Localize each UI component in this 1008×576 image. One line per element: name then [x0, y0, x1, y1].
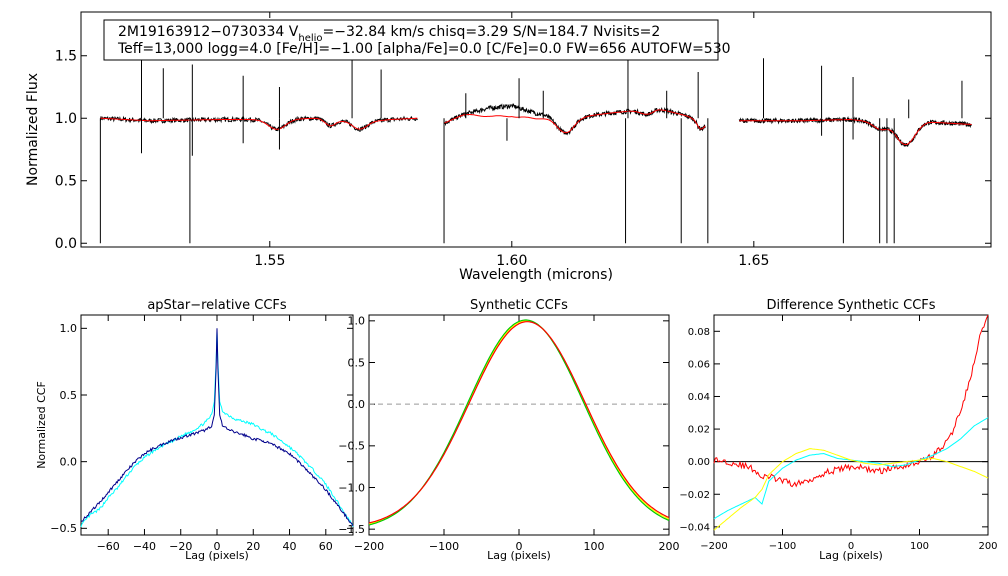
plot-frame	[80, 11, 992, 248]
y-tick-label: −0.02	[679, 490, 710, 501]
x-axis-label: Wavelength (microns)	[459, 267, 613, 283]
y-tick-label: 1.5	[55, 49, 77, 65]
spectrum-plot-area	[99, 45, 973, 244]
y-axis-label: Normalized Flux	[25, 73, 41, 186]
observed-spectrum-segment	[443, 103, 706, 136]
y-tick-label: −1.0	[338, 481, 365, 494]
x-tick-label: 200	[978, 541, 997, 552]
difference-ccf-red	[713, 314, 989, 488]
x-tick-label: 100	[584, 540, 605, 553]
panel-synthetic_ccf: −200 −100 0 100 200 −1.5 −1.0 −0.5 0.0 0.5 1.0 Lag …	[338, 298, 679, 562]
x-tick-label: −200	[700, 541, 727, 552]
chart-title: apStar−relative CCFs	[147, 298, 287, 313]
model-spectrum-segment	[739, 119, 972, 146]
y-tick-label: 0.0	[348, 398, 366, 411]
vhelio-subscript: helio	[298, 33, 322, 44]
x-axis-label: Lag (pixels)	[819, 549, 883, 562]
chart-title: Synthetic CCFs	[470, 298, 568, 313]
observed-spectrum-segment	[99, 115, 418, 132]
y-tick-label: −1.5	[338, 523, 365, 536]
y-tick-label: −0.04	[679, 522, 710, 533]
x-tick-label: −100	[429, 540, 459, 553]
x-tick-label: −200	[354, 540, 384, 553]
ccf-series-visit	[80, 330, 354, 528]
header-line1: 2M19163912−0730334 Vhelio=−32.84 km/s ch…	[118, 24, 660, 44]
x-axis-label: Lag (pixels)	[487, 549, 551, 562]
difference-ccf-cyan	[713, 417, 989, 520]
x-tick-label: −100	[769, 541, 796, 552]
model-spectrum-segment	[100, 117, 418, 130]
x-tick-label: 0	[848, 541, 854, 552]
panels: 1.55 1.60 1.65 0.0 0.5 1.0 1.5 Wavelength (micr…	[25, 11, 998, 562]
x-axis-label: Lag (pixels)	[185, 549, 249, 562]
model-spectrum-segment	[443, 109, 706, 134]
synthetic-ccf-visit3	[368, 321, 670, 524]
panel-apstar_ccf: −60 −40 −20 0 20 40 60 −0.5 0.0 0.5 1.0 Lag (pixels…	[35, 298, 354, 562]
y-axis-label: Normalized CCF	[35, 381, 48, 469]
difference-ccf-yellow	[713, 448, 989, 531]
x-tick-label: 200	[659, 540, 680, 553]
x-tick-label: −20	[169, 540, 192, 553]
y-tick-label: −0.5	[50, 522, 77, 535]
y-tick-label: 0.04	[688, 392, 710, 403]
x-tick-label: 40	[283, 540, 297, 553]
x-tick-label: 0	[516, 540, 523, 553]
header-line2: Teff=13,000 logg=4.0 [Fe/H]=−1.00 [alpha…	[117, 41, 731, 57]
synthetic-ccf-visit1	[368, 320, 670, 525]
y-tick-label: 0.5	[60, 389, 78, 402]
y-tick-label: 0.00	[688, 457, 710, 468]
panel-difference_ccf: −200 −100 0 100 200 −0.04 −0.02 0.00 0.02 0.04 0.0…	[679, 298, 997, 562]
observed-spectrum-segment	[738, 115, 973, 147]
panel-spectrum: 1.55 1.60 1.65 0.0 0.5 1.0 1.5 Wavelength (micr…	[25, 11, 992, 283]
synthetic-ccf-visit2	[368, 319, 670, 526]
x-tick-label: 1.60	[496, 253, 527, 269]
y-tick-label: 0.06	[688, 359, 710, 370]
y-tick-label: 0.0	[60, 456, 78, 469]
y-tick-label: 1.0	[55, 111, 77, 127]
x-tick-label: 1.65	[738, 253, 769, 269]
y-tick-label: −0.5	[338, 440, 365, 453]
x-tick-label: 1.55	[254, 253, 285, 269]
x-tick-label: −40	[133, 540, 156, 553]
y-tick-label: 0.02	[688, 425, 710, 436]
y-tick-label: 1.0	[60, 322, 78, 335]
y-tick-label: 1.0	[348, 315, 366, 328]
y-tick-label: 0.5	[55, 174, 77, 190]
plot-frame	[368, 314, 670, 536]
plot-frame	[713, 314, 989, 536]
x-tick-label: 60	[319, 540, 333, 553]
header-box: 2M19163912−0730334 Vhelio=−32.84 km/s ch…	[103, 19, 731, 61]
y-tick-label: 0.0	[55, 236, 77, 252]
x-tick-label: 0	[214, 540, 221, 553]
x-tick-label: 100	[910, 541, 929, 552]
ccf-series-total	[80, 328, 354, 527]
y-tick-label: 0.5	[348, 356, 366, 369]
x-tick-label: −60	[97, 540, 120, 553]
y-tick-label: 0.08	[688, 327, 710, 338]
x-tick-label: 20	[246, 540, 260, 553]
chart-title: Difference Synthetic CCFs	[766, 298, 935, 313]
